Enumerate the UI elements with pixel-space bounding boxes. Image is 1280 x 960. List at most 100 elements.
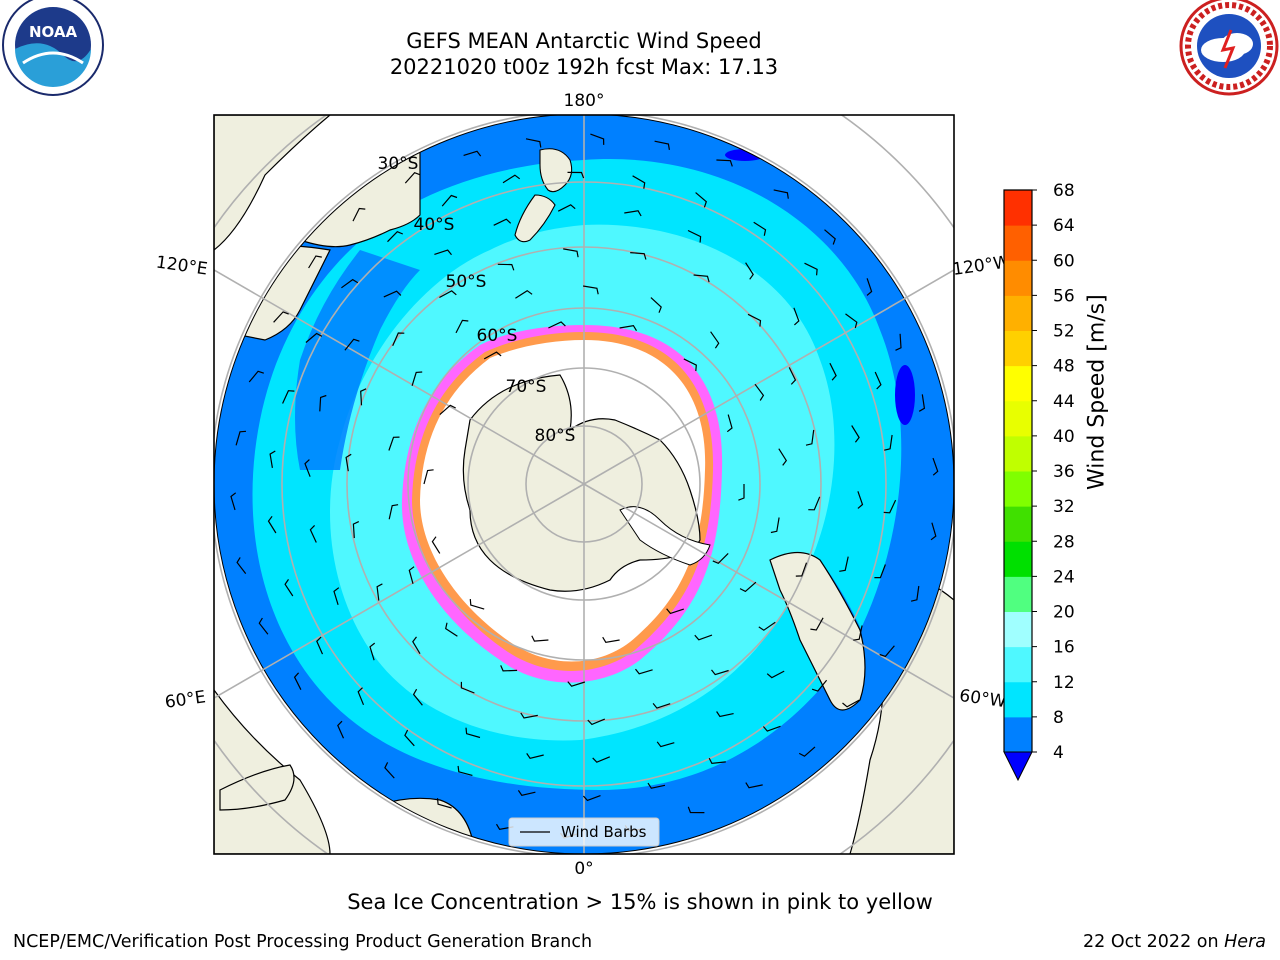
lon-label-120w: 120°W [951, 252, 1011, 280]
wind-barb [884, 434, 893, 451]
colorbar-segment [1004, 330, 1032, 367]
wind-barb [710, 331, 720, 349]
wind-barb [754, 383, 765, 401]
lon-label-0: 0° [574, 859, 593, 879]
wind-barb [587, 718, 606, 726]
wind-barb [590, 133, 605, 145]
longitude-lines [214, 115, 954, 854]
colorbar-segment [1004, 190, 1032, 226]
wind-barb [411, 371, 423, 386]
wind-barb [726, 414, 733, 433]
wind-barb [341, 278, 359, 289]
colorbar-tick-label: 44 [1053, 392, 1075, 412]
wind-barb [387, 230, 404, 243]
wind-barb [708, 757, 726, 765]
wind-barb [531, 635, 549, 642]
wind-barb [304, 459, 311, 477]
wind-barb [810, 617, 824, 631]
colorbar-tick-label: 12 [1053, 673, 1075, 693]
colorbar-segment [1004, 541, 1032, 577]
colorbar-segment [1004, 716, 1032, 753]
wind-barb-legend: Wind Barbs [508, 817, 660, 847]
wind-barb [563, 248, 579, 258]
wind-barb [515, 289, 533, 299]
wind-barb [517, 790, 536, 796]
wind-barb [357, 687, 365, 706]
wind-barb [235, 430, 247, 446]
wind-barb [839, 556, 849, 572]
wind-barb [770, 517, 780, 534]
colorbar-tick-label: 36 [1053, 462, 1075, 482]
colorbar-tick-label: 4 [1053, 743, 1064, 763]
wind-barb [857, 491, 864, 509]
wind-barb [436, 798, 452, 809]
wind-barb [619, 324, 638, 332]
wind-barb [753, 221, 767, 236]
wind-barb [557, 204, 576, 212]
wind-barb [282, 390, 295, 404]
wind-barb [316, 636, 324, 655]
wind-barb [392, 332, 405, 347]
wind-barb [773, 189, 789, 199]
footer-credit: NCEP/EMC/Verification Post Processing Pr… [13, 932, 593, 952]
wind-barbs [230, 133, 939, 839]
wind-barb [804, 262, 818, 276]
wind-barb [693, 274, 710, 283]
wind-barb [738, 484, 745, 501]
wind-barb [384, 762, 395, 779]
noaa-logo: NOAA [2, 0, 104, 96]
wind-barb [502, 174, 521, 184]
wind-barb [344, 338, 360, 351]
noaa-logo-text: NOAA [29, 23, 78, 41]
wind-barb [808, 496, 821, 511]
wind-barb [694, 634, 713, 641]
wind-barb [500, 665, 518, 672]
wind-barb [687, 806, 705, 814]
colorbar-tick-label: 20 [1053, 603, 1075, 623]
wind-barb [766, 670, 785, 679]
wind-barb [798, 746, 816, 757]
latitude-labels: 30°S 40°S 50°S 60°S 70°S 80°S [378, 154, 576, 446]
wind-barb [624, 210, 642, 217]
wind-barb [602, 636, 620, 643]
colorbar-segment [1004, 260, 1032, 296]
wind-barb [567, 681, 586, 687]
caption: Sea Ice Concentration > 15% is shown in … [347, 890, 933, 914]
wind-barb [654, 140, 670, 151]
wind-barb [656, 741, 675, 748]
wind-barb [666, 608, 684, 615]
wind-barb [866, 278, 873, 296]
colorbar-extend-arrow [1003, 751, 1033, 782]
colorbar-segment [1004, 681, 1032, 718]
colorbar-segment [1004, 435, 1032, 472]
title-line-1: GEFS MEAN Antarctic Wind Speed [406, 29, 762, 53]
wind-barb [230, 492, 237, 511]
wind-barb [851, 425, 860, 443]
wind-barb [273, 311, 289, 323]
nws-logo [1179, 0, 1279, 96]
wind-barb [683, 358, 697, 372]
legend-label: Wind Barbs [561, 823, 647, 841]
wind-barb [352, 207, 366, 222]
wind-barb [309, 524, 317, 543]
wind-barb [874, 371, 882, 390]
wind-barb [305, 332, 323, 343]
map-panel [213, 114, 955, 855]
wind-barb [483, 351, 502, 360]
wind-barb [439, 290, 457, 299]
wind-barb [383, 290, 402, 298]
wind-barb [457, 765, 473, 776]
wind-barb [811, 679, 828, 692]
wind-barb [747, 313, 762, 327]
wind-barb [647, 782, 666, 789]
colorbar-tick-label: 60 [1053, 251, 1075, 271]
wind-barb [439, 404, 456, 416]
wind-barb [345, 453, 352, 472]
wind-barb [412, 636, 421, 655]
colorbar-segment [1004, 471, 1032, 507]
lat-label-50s: 50°S [446, 272, 487, 292]
lon-label-180: 180° [564, 91, 605, 111]
wind-barb [308, 255, 322, 269]
